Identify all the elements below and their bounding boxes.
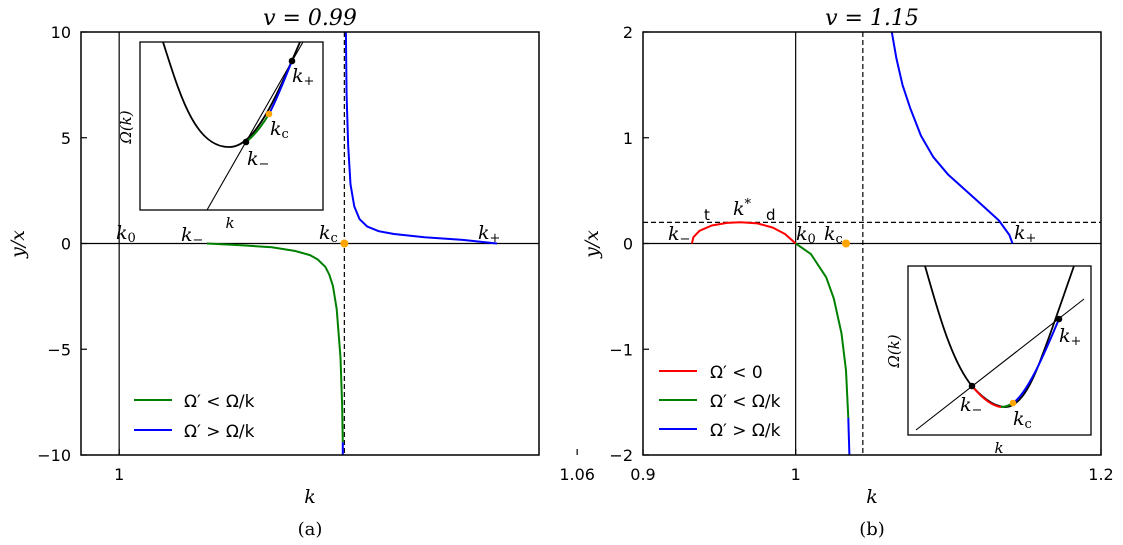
panel-a-label-k-minus: k− [181, 224, 203, 248]
panel-b-inset-label-kc: kc [1013, 408, 1032, 432]
panel-a-ytick-label-3: 5 [61, 129, 71, 148]
panel-a-inset-frame [139, 41, 324, 211]
panel-a-series-0 [206, 242, 344, 443]
panel-a-inset-k-plus-dot [288, 57, 296, 65]
panel-b-inset-red-segment [971, 385, 1002, 408]
panel-b-ytick-label-2: 0 [623, 235, 633, 254]
panel-b-label-t: t [704, 206, 710, 224]
panel-b-xlabel: k [866, 486, 878, 508]
panel-b-inset-blue-segment [1012, 318, 1060, 404]
panel-b-ticks: 0.9 1 1.2 −2 −1 0 1 2 [609, 23, 1113, 484]
panel-a-label-k0: k0 [116, 222, 136, 246]
panel-a-plot-area [81, 32, 539, 455]
panel-a-xtick-label-1: 1.06 [559, 465, 595, 484]
panel-b-label-k0: k0 [796, 223, 816, 247]
panel-a-label-kc: kc [319, 222, 338, 246]
panel-a-title: v = 0.99 [263, 6, 357, 31]
panel-b-ytick-label-4: 2 [623, 23, 633, 42]
panel-a-inset-tangent-line [206, 42, 304, 210]
panel-b-xtick-label-2: 1.2 [1088, 465, 1113, 484]
panel-a-xlabel: k [304, 486, 316, 508]
panel-b-inset-ylabel: Ω(k) [885, 334, 903, 368]
panel-b-kc-marker [842, 239, 851, 248]
panel-a-inset-ylabel: Ω(k) [117, 110, 135, 144]
panel-a-label-k-plus: k+ [478, 222, 500, 246]
panel-b-inset-tangent-line [915, 298, 1085, 431]
panel-b-ylabel: y/x [581, 230, 603, 259]
panel-b-inset-label-k-plus: k+ [1059, 325, 1081, 349]
panel-b-ytick-label-1: −1 [609, 340, 633, 359]
panel-a-ticks: 1 1.06 −10 −5 0 5 10 [37, 23, 595, 484]
panel-b-legend-label-blue: Ω′ > Ω/k [710, 421, 781, 441]
panel-b-ytick-label-3: 1 [623, 129, 633, 148]
panel-a-ytick-label-0: −10 [37, 446, 71, 465]
panel-a-inset-k-minus-dot [242, 138, 250, 146]
panel-b-inset-k-plus-dot [1055, 315, 1063, 323]
panel-b-label-d: d [766, 206, 776, 224]
panel-b-inset-frame [907, 265, 1092, 436]
panel-a-inset-dispersion-curve [162, 42, 301, 148]
panel-b-series-3 [890, 32, 1014, 244]
panel-a-inset-kc-dot [265, 110, 273, 118]
panel-b-plot-area [643, 32, 1101, 455]
panel-b-inset-k-minus-dot [968, 382, 976, 390]
panel-a-legend: Ω′ < Ω/k Ω′ > Ω/k [134, 392, 255, 442]
panel-a-inset-xlabel: k [225, 214, 234, 232]
panel-a-inset: Ω(k) k k+ kc k− [117, 41, 324, 232]
panel-a-ytick-label-2: 0 [61, 235, 71, 254]
panel-a-series-1 [344, 32, 498, 245]
panel-a-inset-blue-segment [268, 60, 293, 115]
panel-b-caption: (b) [859, 519, 885, 540]
panel-b-label-kc: kc [824, 223, 843, 247]
panel-a-inset-label-k-plus: k+ [292, 65, 314, 89]
panel-b-xtick-label-1: 1 [791, 465, 801, 484]
panel-b-inset: Ω(k) k k+ k− kc [885, 265, 1092, 457]
panel-a-ytick-label-4: 10 [51, 23, 71, 42]
panel-b-label-k-plus: k+ [1014, 222, 1036, 246]
panel-a-legend-label-green: Ω′ < Ω/k [184, 392, 255, 412]
panel-b-series-0 [690, 221, 797, 245]
panel-b-ytick-label-0: −2 [609, 446, 633, 465]
panel-b-series-2 [847, 417, 851, 455]
panel-b-inset-label-k-minus: k− [960, 394, 982, 418]
panel-b-legend: Ω′ < 0 Ω′ < Ω/k Ω′ > Ω/k [659, 363, 781, 441]
panel-a-inset-label-k-minus: k− [247, 148, 269, 172]
panel-b-series-1 [795, 242, 850, 419]
panel-b-inset-xlabel: k [994, 439, 1003, 457]
panel-a-caption: (a) [298, 519, 323, 540]
panel-a-kc-marker [340, 239, 349, 248]
panel-b-legend-label-green: Ω′ < Ω/k [710, 392, 781, 412]
panel-b-legend-label-red: Ω′ < 0 [710, 363, 763, 383]
panel-b-label-k-star: k* [733, 197, 752, 220]
panel-b-title: v = 1.15 [825, 6, 919, 31]
panel-a-xtick-label-0: 1 [114, 465, 124, 484]
panel-a-ytick-label-1: −5 [47, 340, 71, 359]
panel-b-inset-kc-dot [1009, 399, 1017, 407]
panel-b-xtick-label-0: 0.9 [630, 465, 655, 484]
panel-a-inset-label-kc: kc [270, 118, 289, 142]
panel-a-legend-label-blue: Ω′ > Ω/k [184, 422, 255, 442]
panel-a-ylabel: y/x [7, 230, 29, 259]
panel-b-label-k-minus: k− [668, 223, 690, 247]
